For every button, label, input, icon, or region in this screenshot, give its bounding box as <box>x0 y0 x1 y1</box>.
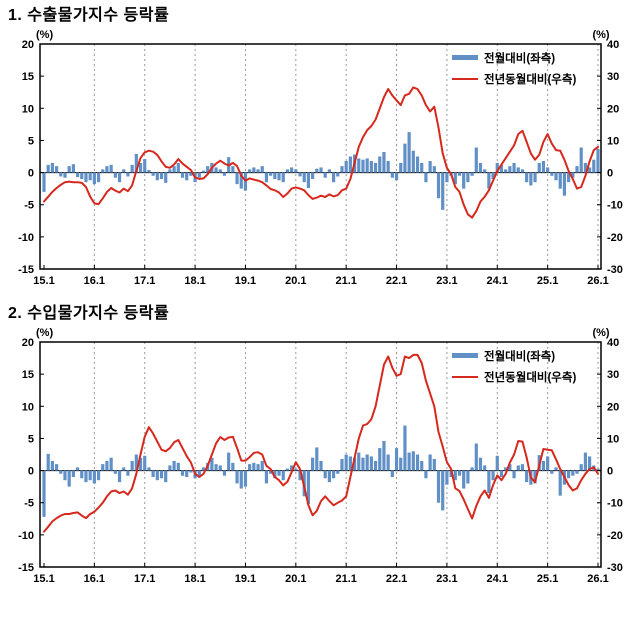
svg-text:0: 0 <box>607 168 613 180</box>
svg-text:16.1: 16.1 <box>84 573 105 585</box>
svg-text:21.1: 21.1 <box>335 275 356 287</box>
mom-bar-series <box>42 132 600 210</box>
svg-text:0: 0 <box>607 466 613 478</box>
svg-text:15: 15 <box>22 71 34 83</box>
svg-text:-5: -5 <box>24 200 34 212</box>
svg-text:5: 5 <box>28 135 34 147</box>
svg-text:19.1: 19.1 <box>235 573 256 585</box>
svg-text:-30: -30 <box>607 264 623 276</box>
svg-text:25.1: 25.1 <box>537 573 558 585</box>
svg-text:-20: -20 <box>607 530 623 542</box>
yoy-line-series <box>43 86 599 219</box>
svg-text:26.1: 26.1 <box>587 275 608 287</box>
section-import-price: 2. 수입물가지수 등락률 20 15 10 5 0 -5 -10 -15 40 30 20 10 0 -… <box>0 304 640 588</box>
axis-ticks <box>40 43 601 270</box>
legend: 전월대비(좌측) 전년동월대비(우측) <box>452 51 576 86</box>
svg-text:전년동월대비(우측): 전년동월대비(우측) <box>484 370 576 384</box>
svg-text:-15: -15 <box>18 562 34 574</box>
yoy-line-series <box>43 353 599 533</box>
svg-text:5: 5 <box>28 433 34 445</box>
svg-text:30: 30 <box>607 369 619 381</box>
svg-text:15: 15 <box>22 369 34 381</box>
legend-bar-swatch <box>452 353 478 358</box>
svg-text:(%): (%) <box>36 29 53 41</box>
section-export-price: 1. 수출물가지수 등락률 20 15 10 5 0 -5 -10 -15 40 30 20 10 0 -… <box>0 6 640 290</box>
svg-text:20: 20 <box>607 103 619 115</box>
svg-text:21.1: 21.1 <box>335 573 356 585</box>
svg-text:23.1: 23.1 <box>436 573 457 585</box>
svg-text:10: 10 <box>22 401 34 413</box>
svg-text:전월대비(좌측): 전월대비(좌측) <box>484 51 555 65</box>
svg-text:17.1: 17.1 <box>134 275 155 287</box>
import-chart-title: 2. 수입물가지수 등락률 <box>8 305 170 322</box>
import-price-chart: 20 15 10 5 0 -5 -10 -15 40 30 20 10 0 -10 -20 -30 15.1 16… <box>18 327 623 585</box>
svg-text:15.1: 15.1 <box>33 573 54 585</box>
svg-text:0: 0 <box>28 466 34 478</box>
svg-text:40: 40 <box>607 39 619 51</box>
mom-bar-series <box>42 425 600 517</box>
legend: 전월대비(좌측) 전년동월대비(우측) <box>452 349 576 384</box>
svg-text:(%): (%) <box>592 29 609 41</box>
svg-text:-10: -10 <box>607 498 623 510</box>
svg-text:17.1: 17.1 <box>134 573 155 585</box>
svg-text:16.1: 16.1 <box>84 275 105 287</box>
svg-text:10: 10 <box>607 135 619 147</box>
axis-labels: 20 15 10 5 0 -5 -10 -15 40 30 20 10 0 -10 -20 -30 15.1 16… <box>18 327 623 585</box>
export-chart-title: 1. 수출물가지수 등락률 <box>8 7 170 24</box>
svg-text:10: 10 <box>22 103 34 115</box>
axis-ticks <box>40 341 601 568</box>
svg-text:18.1: 18.1 <box>184 573 205 585</box>
svg-text:-15: -15 <box>18 264 34 276</box>
svg-text:22.1: 22.1 <box>386 275 407 287</box>
svg-text:25.1: 25.1 <box>537 275 558 287</box>
svg-text:20: 20 <box>22 39 34 51</box>
svg-text:전월대비(좌측): 전월대비(좌측) <box>484 349 555 363</box>
svg-text:20.1: 20.1 <box>285 573 306 585</box>
svg-text:26.1: 26.1 <box>587 573 608 585</box>
svg-text:22.1: 22.1 <box>386 573 407 585</box>
report-page: 1. 수출물가지수 등락률 20 15 10 5 0 -5 -10 -15 40 30 20 10 0 -… <box>0 6 640 588</box>
svg-text:-30: -30 <box>607 562 623 574</box>
svg-text:15.1: 15.1 <box>33 275 54 287</box>
axis-labels: 20 15 10 5 0 -5 -10 -15 40 30 20 10 0 -10 -20 -30 15.1 16… <box>18 29 623 287</box>
svg-text:-5: -5 <box>24 498 34 510</box>
svg-text:24.1: 24.1 <box>487 573 508 585</box>
svg-text:18.1: 18.1 <box>184 275 205 287</box>
svg-text:-10: -10 <box>18 232 34 244</box>
svg-text:23.1: 23.1 <box>436 275 457 287</box>
svg-text:-10: -10 <box>607 200 623 212</box>
svg-text:0: 0 <box>28 168 34 180</box>
svg-text:-10: -10 <box>18 530 34 542</box>
svg-text:20: 20 <box>607 401 619 413</box>
svg-text:19.1: 19.1 <box>235 275 256 287</box>
svg-text:40: 40 <box>607 337 619 349</box>
svg-text:전년동월대비(우측): 전년동월대비(우측) <box>484 72 576 86</box>
svg-text:30: 30 <box>607 71 619 83</box>
svg-text:(%): (%) <box>36 327 53 339</box>
plot-frame <box>39 43 602 270</box>
svg-text:20.1: 20.1 <box>285 275 306 287</box>
svg-text:(%): (%) <box>592 327 609 339</box>
svg-text:20: 20 <box>22 337 34 349</box>
svg-text:-20: -20 <box>607 232 623 244</box>
export-price-chart: 20 15 10 5 0 -5 -10 -15 40 30 20 10 0 -10 -20 -30 15.1 16… <box>18 29 623 287</box>
svg-text:24.1: 24.1 <box>487 275 508 287</box>
plot-frame <box>39 341 602 568</box>
svg-text:10: 10 <box>607 433 619 445</box>
legend-bar-swatch <box>452 55 478 60</box>
